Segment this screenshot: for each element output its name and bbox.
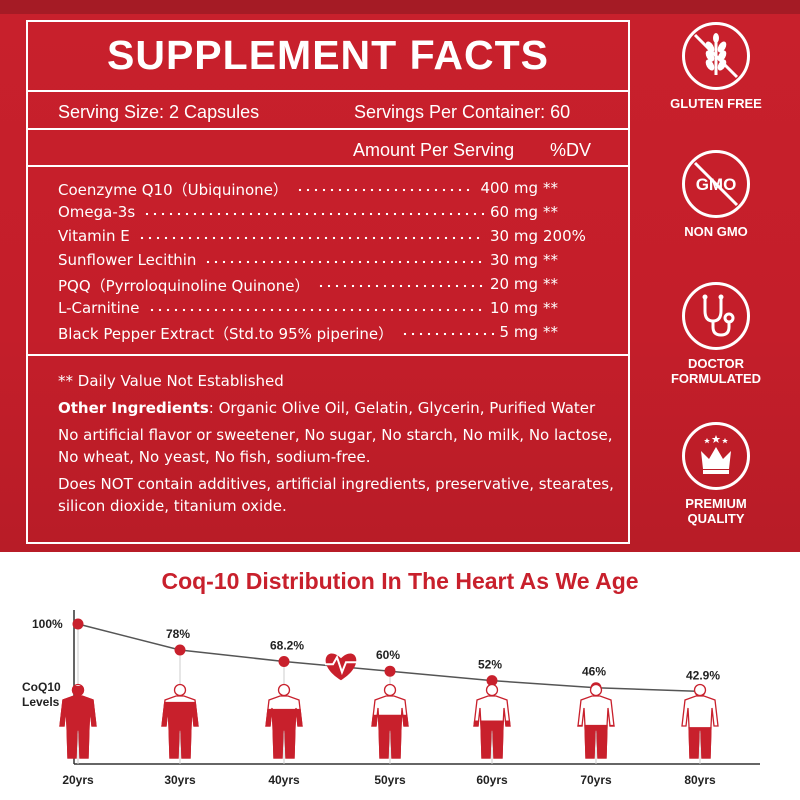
data-label: 100% (32, 617, 63, 631)
data-point (72, 618, 84, 630)
x-tick-label: 30yrs (164, 773, 196, 787)
data-point (174, 644, 186, 656)
other-ingredients-value: : Organic Olive Oil, Gelatin, Glycerin, … (208, 399, 596, 417)
human-figure (681, 683, 719, 759)
ingredient-name: Sunflower Lecithin (58, 251, 197, 269)
amount-per-serving-header: Amount Per Serving (353, 140, 515, 160)
other-ingredients-label: Other Ingredients (58, 399, 209, 417)
dot-leader (296, 188, 474, 192)
ingredient-dv: ** (543, 275, 558, 293)
serving-size: Serving Size: 2 Capsules (58, 102, 260, 122)
ingredient-amount: 10 mg (490, 299, 538, 317)
x-tick-label: 50yrs (374, 773, 406, 787)
ingredient-amount: 30 mg (490, 227, 538, 245)
dot-leader (148, 308, 484, 312)
y-axis-label: CoQ10 (22, 680, 61, 694)
x-tick-label: 40yrs (268, 773, 300, 787)
wheat-crossed-icon (682, 22, 750, 90)
human-figure (371, 683, 409, 759)
ingredient-dv: ** (543, 179, 558, 197)
badge-doctor-formulated: DOCTOR FORMULATED (660, 282, 772, 386)
chart-title: Coq-10 Distribution In The Heart As We A… (161, 568, 639, 594)
ingredient-row: Sunflower Lecithin 30 mg ** (58, 251, 598, 275)
x-tick-label: 60yrs (476, 773, 508, 787)
dot-leader (143, 212, 484, 216)
ingredient-amount: 5 mg (499, 323, 538, 341)
ingredient-row: Vitamin E 30 mg 200% (58, 227, 598, 251)
notes: ** Daily Value Not Established Other Ing… (58, 370, 618, 522)
ingredient-amount: 60 mg (490, 203, 538, 221)
servings-per-container: Servings Per Container: 60 (354, 102, 571, 122)
ingredient-name: Omega-3s (58, 203, 136, 221)
ingredient-row: Black Pepper Extract（Std.to 95% piperine… (58, 323, 598, 347)
ingredient-row: L-Carnitine 10 mg ** (58, 299, 598, 323)
data-point (278, 656, 290, 668)
dot-leader (204, 260, 484, 264)
x-tick-label: 80yrs (684, 773, 716, 787)
x-tick-label: 20yrs (62, 773, 94, 787)
human-figure (577, 683, 615, 759)
facts-title: SUPPLEMENT FACTS (107, 32, 549, 78)
ingredient-name: Black Pepper Extract（Std.to 95% piperine… (58, 325, 394, 343)
free-from-note: No artificial flavor or sweetener, No su… (58, 426, 613, 466)
ingredient-name: Vitamin E (58, 227, 130, 245)
dv-note: ** Daily Value Not Established (58, 372, 284, 390)
no-additives-note: Does NOT contain additives, artificial i… (58, 475, 614, 515)
ingredient-dv: ** (543, 299, 558, 317)
crown-icon (682, 422, 750, 490)
divider (28, 128, 628, 130)
ingredient-name: Coenzyme Q10（Ubiquinone） (58, 181, 288, 199)
ingredient-dv: 200% (543, 227, 586, 245)
data-label: 46% (582, 665, 606, 679)
human-figure (161, 683, 199, 759)
data-label: 42.9% (686, 668, 720, 682)
data-label: 60% (376, 648, 400, 662)
dot-leader (138, 236, 484, 240)
badge-label: PREMIUM QUALITY (685, 496, 747, 526)
top-band (0, 0, 800, 552)
dv-header: %DV (550, 140, 592, 160)
y-axis-label: Levels (22, 695, 60, 709)
human-figure (265, 683, 303, 759)
divider (28, 90, 628, 92)
data-point (486, 675, 498, 687)
data-label: 78% (166, 627, 190, 641)
ingredient-dv: ** (543, 203, 558, 221)
other-ingredients: Other Ingredients: Organic Olive Oil, Ge… (58, 397, 618, 419)
ingredient-row: Coenzyme Q10（Ubiquinone） 400 mg ** (58, 179, 598, 203)
data-label: 52% (478, 658, 502, 672)
badge-label: NON GMO (684, 224, 748, 239)
data-label: 68.2% (270, 639, 304, 653)
stethoscope-icon (682, 282, 750, 350)
supplement-facts-panel: SUPPLEMENT FACTS Serving Size: 2 Capsule… (26, 20, 630, 544)
human-figure (59, 683, 97, 759)
ingredient-name: L-Carnitine (58, 299, 140, 317)
data-point (384, 665, 396, 677)
top-accent-line (0, 0, 800, 14)
badge-gluten-free: GLUTEN FREE (660, 22, 772, 111)
human-figure (473, 683, 511, 759)
dot-leader (401, 332, 494, 336)
badge-non-gmo: GMO NON GMO (660, 150, 772, 239)
ingredient-row: Omega-3s 60 mg ** (58, 203, 598, 227)
divider (28, 354, 628, 356)
divider (28, 165, 628, 167)
heartbeat-line (325, 654, 357, 676)
badge-premium-quality: PREMIUM QUALITY (660, 422, 772, 526)
ingredient-row: PQQ（Pyrroloquinoline Quinone） 20 mg ** (58, 275, 598, 299)
ingredient-dv: ** (543, 251, 558, 269)
ingredient-dv: ** (543, 323, 558, 341)
x-tick-label: 70yrs (580, 773, 612, 787)
ingredient-amount: 400 mg (480, 179, 538, 197)
gmo-crossed-icon: GMO (682, 150, 750, 218)
badge-label: DOCTOR FORMULATED (670, 356, 762, 386)
badge-label: GLUTEN FREE (670, 96, 762, 111)
ingredient-name: PQQ（Pyrroloquinoline Quinone） (58, 277, 310, 295)
ingredient-amount: 30 mg (490, 251, 538, 269)
dot-leader (317, 284, 484, 288)
ingredient-amount: 20 mg (490, 275, 538, 293)
